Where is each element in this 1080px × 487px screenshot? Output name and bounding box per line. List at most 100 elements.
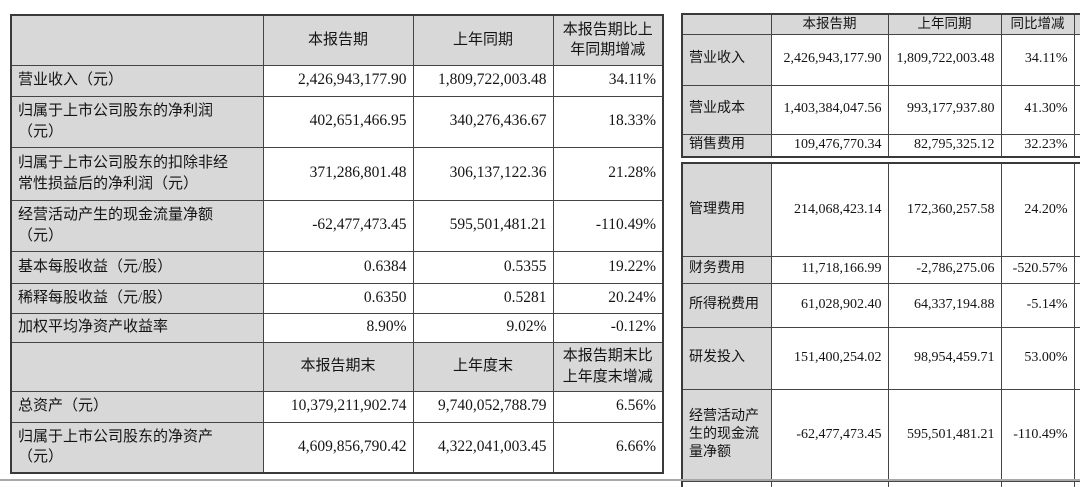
value-prior: 993,177,937.80 [887,84,1002,135]
value-change: 53.00% [1000,326,1075,390]
row-label: 归属于上市公司股东的净利润 （元） [10,95,264,148]
row-label: 经营活动产 生的现金流 量净额 [681,388,772,482]
value-prior: 340,276,436.67 [412,95,554,148]
value-prior: 306,137,122.36 [412,146,554,201]
value-current: 61,028,902.40 [770,282,889,328]
value-current: -62,477,473.45 [770,388,889,482]
value-change: 21.28% [552,146,664,201]
table-row: 归属于上市公司股东的扣除非经 常性损益后的净利润（元） 371,286,801.… [10,146,664,201]
table-row: 财务费用 11,718,166.99 -2,786,275.06 -520.57… [681,255,1080,284]
value-change: -0.12% [552,312,664,343]
value-prior: 0.5355 [412,250,554,284]
table-row: 研发投入 151,400,254.02 98,954,459.71 53.00% [681,326,1080,390]
page-bottom-divider [0,479,1080,481]
value-current: 214,068,423.14 [770,162,889,257]
table-row: 稀释每股收益（元/股） 0.6350 0.5281 20.24% [10,282,664,314]
value-change: 34.11% [1000,33,1075,86]
value-change: -110.49% [1000,388,1075,482]
corner-cell [10,341,264,392]
clipped-column-cell [1073,388,1080,482]
corner-cell [681,13,772,35]
value-change: -5.14% [1000,282,1075,328]
clipped-column-cell [1073,13,1080,35]
value-prior: 64,337,194.88 [887,282,1002,328]
value-change: 20.24% [552,282,664,314]
value-change: 24.20% [1000,162,1075,257]
value-current: 151,400,254.02 [770,326,889,390]
table-row: 所得税费用 61,028,902.40 64,337,194.88 -5.14% [681,282,1080,328]
value-prior: 9.02% [412,312,554,343]
value-prior: 98,954,459.71 [887,326,1002,390]
row-label: 销售费用 [681,133,772,158]
table-row: 基本每股收益（元/股） 0.6384 0.5355 19.22% [10,250,664,284]
row-label: 总资产（元） [10,390,264,423]
corner-cell [10,14,264,66]
table-row: 营业成本 1,403,384,047.56 993,177,937.80 41.… [681,84,1080,135]
value-change: 32.23% [1000,133,1075,158]
clipped-column-cell [1073,326,1080,390]
row-label: 研发投入 [681,326,772,390]
clipped-column-cell [1073,255,1080,284]
table-row: 加权平均净资产收益率 8.90% 9.02% -0.12% [10,312,664,343]
table-row: 营业收入 2,426,943,177.90 1,809,722,003.48 3… [681,33,1080,86]
header-row: 本报告期 上年同期 同比增减 [681,13,1080,35]
row-label: 归属于上市公司股东的净资产 （元） [10,421,264,474]
value-change: 34.11% [552,64,664,97]
row-label: 营业收入（元） [10,64,264,97]
table-row: 归属于上市公司股东的净资产 （元） 4,609,856,790.42 4,322… [10,421,664,474]
value-change: -520.57% [1000,255,1075,284]
value-prior: 9,740,052,788.79 [412,390,554,423]
value-current: 109,476,770.34 [770,133,889,158]
value-prior: 172,360,257.58 [887,162,1002,257]
value-prior: 595,501,481.21 [887,388,1002,482]
value-prior: 0.5281 [412,282,554,314]
clipped-continuation-row [681,480,1080,487]
row-label: 基本每股收益（元/股） [10,250,264,284]
row-label: 营业收入 [681,33,772,86]
row-label: 稀释每股收益（元/股） [10,282,264,314]
left-table-key-financials: 本报告期 上年同期 本报告期比上 年同期增减 营业收入（元） 2,426,943… [10,14,664,474]
clipped-column-cell [1073,33,1080,86]
row-label: 财务费用 [681,255,772,284]
col-header-change: 本报告期比上 年同期增减 [552,14,664,66]
row-label: 所得税费用 [681,282,772,328]
value-current: -62,477,473.45 [262,199,414,252]
table-row: 总资产（元） 10,379,211,902.74 9,740,052,788.7… [10,390,664,423]
col-header-change: 同比增减 [1000,13,1075,35]
col-header-prior-year-end: 上年度末 [412,341,554,392]
value-current: 0.6384 [262,250,414,284]
table-row: 经营活动产生的现金流量净额 （元） -62,477,473.45 595,501… [10,199,664,252]
value-prior: 82,795,325.12 [887,133,1002,158]
clipped-column-cell [1073,133,1080,158]
col-header-period-end: 本报告期末 [262,341,414,392]
value-change: -110.49% [552,199,664,252]
row-label: 营业成本 [681,84,772,135]
value-prior: 595,501,481.21 [412,199,554,252]
value-current: 1,403,384,047.56 [770,84,889,135]
table-row: 经营活动产 生的现金流 量净额 -62,477,473.45 595,501,4… [681,388,1080,482]
table-row: 管理费用 214,068,423.14 172,360,257.58 24.20… [681,162,1080,257]
table-row: 销售费用 109,476,770.34 82,795,325.12 32.23% [681,133,1080,158]
value-current: 2,426,943,177.90 [770,33,889,86]
col-header-current: 本报告期 [770,13,889,35]
value-current: 8.90% [262,312,414,343]
header-row-period-end: 本报告期末 上年度末 本报告期末比 上年度末增减 [10,341,664,392]
value-change: 41.30% [1000,84,1075,135]
col-header-prior: 上年同期 [887,13,1002,35]
value-current: 371,286,801.48 [262,146,414,201]
value-prior: -2,786,275.06 [887,255,1002,284]
value-current: 2,426,943,177.90 [262,64,414,97]
row-label: 经营活动产生的现金流量净额 （元） [10,199,264,252]
table-row: 归属于上市公司股东的净利润 （元） 402,651,466.95 340,276… [10,95,664,148]
clipped-column-cell [1073,84,1080,135]
col-header-prior: 上年同期 [412,14,554,66]
row-label: 归属于上市公司股东的扣除非经 常性损益后的净利润（元） [10,146,264,201]
header-row: 本报告期 上年同期 本报告期比上 年同期增减 [10,14,664,66]
value-current: 402,651,466.95 [262,95,414,148]
table-row: 营业收入（元） 2,426,943,177.90 1,809,722,003.4… [10,64,664,97]
value-prior: 4,322,041,003.45 [412,421,554,474]
right-table-costs-bottom: 管理费用 214,068,423.14 172,360,257.58 24.20… [681,162,1080,487]
col-header-current: 本报告期 [262,14,414,66]
clipped-column-cell [1073,282,1080,328]
